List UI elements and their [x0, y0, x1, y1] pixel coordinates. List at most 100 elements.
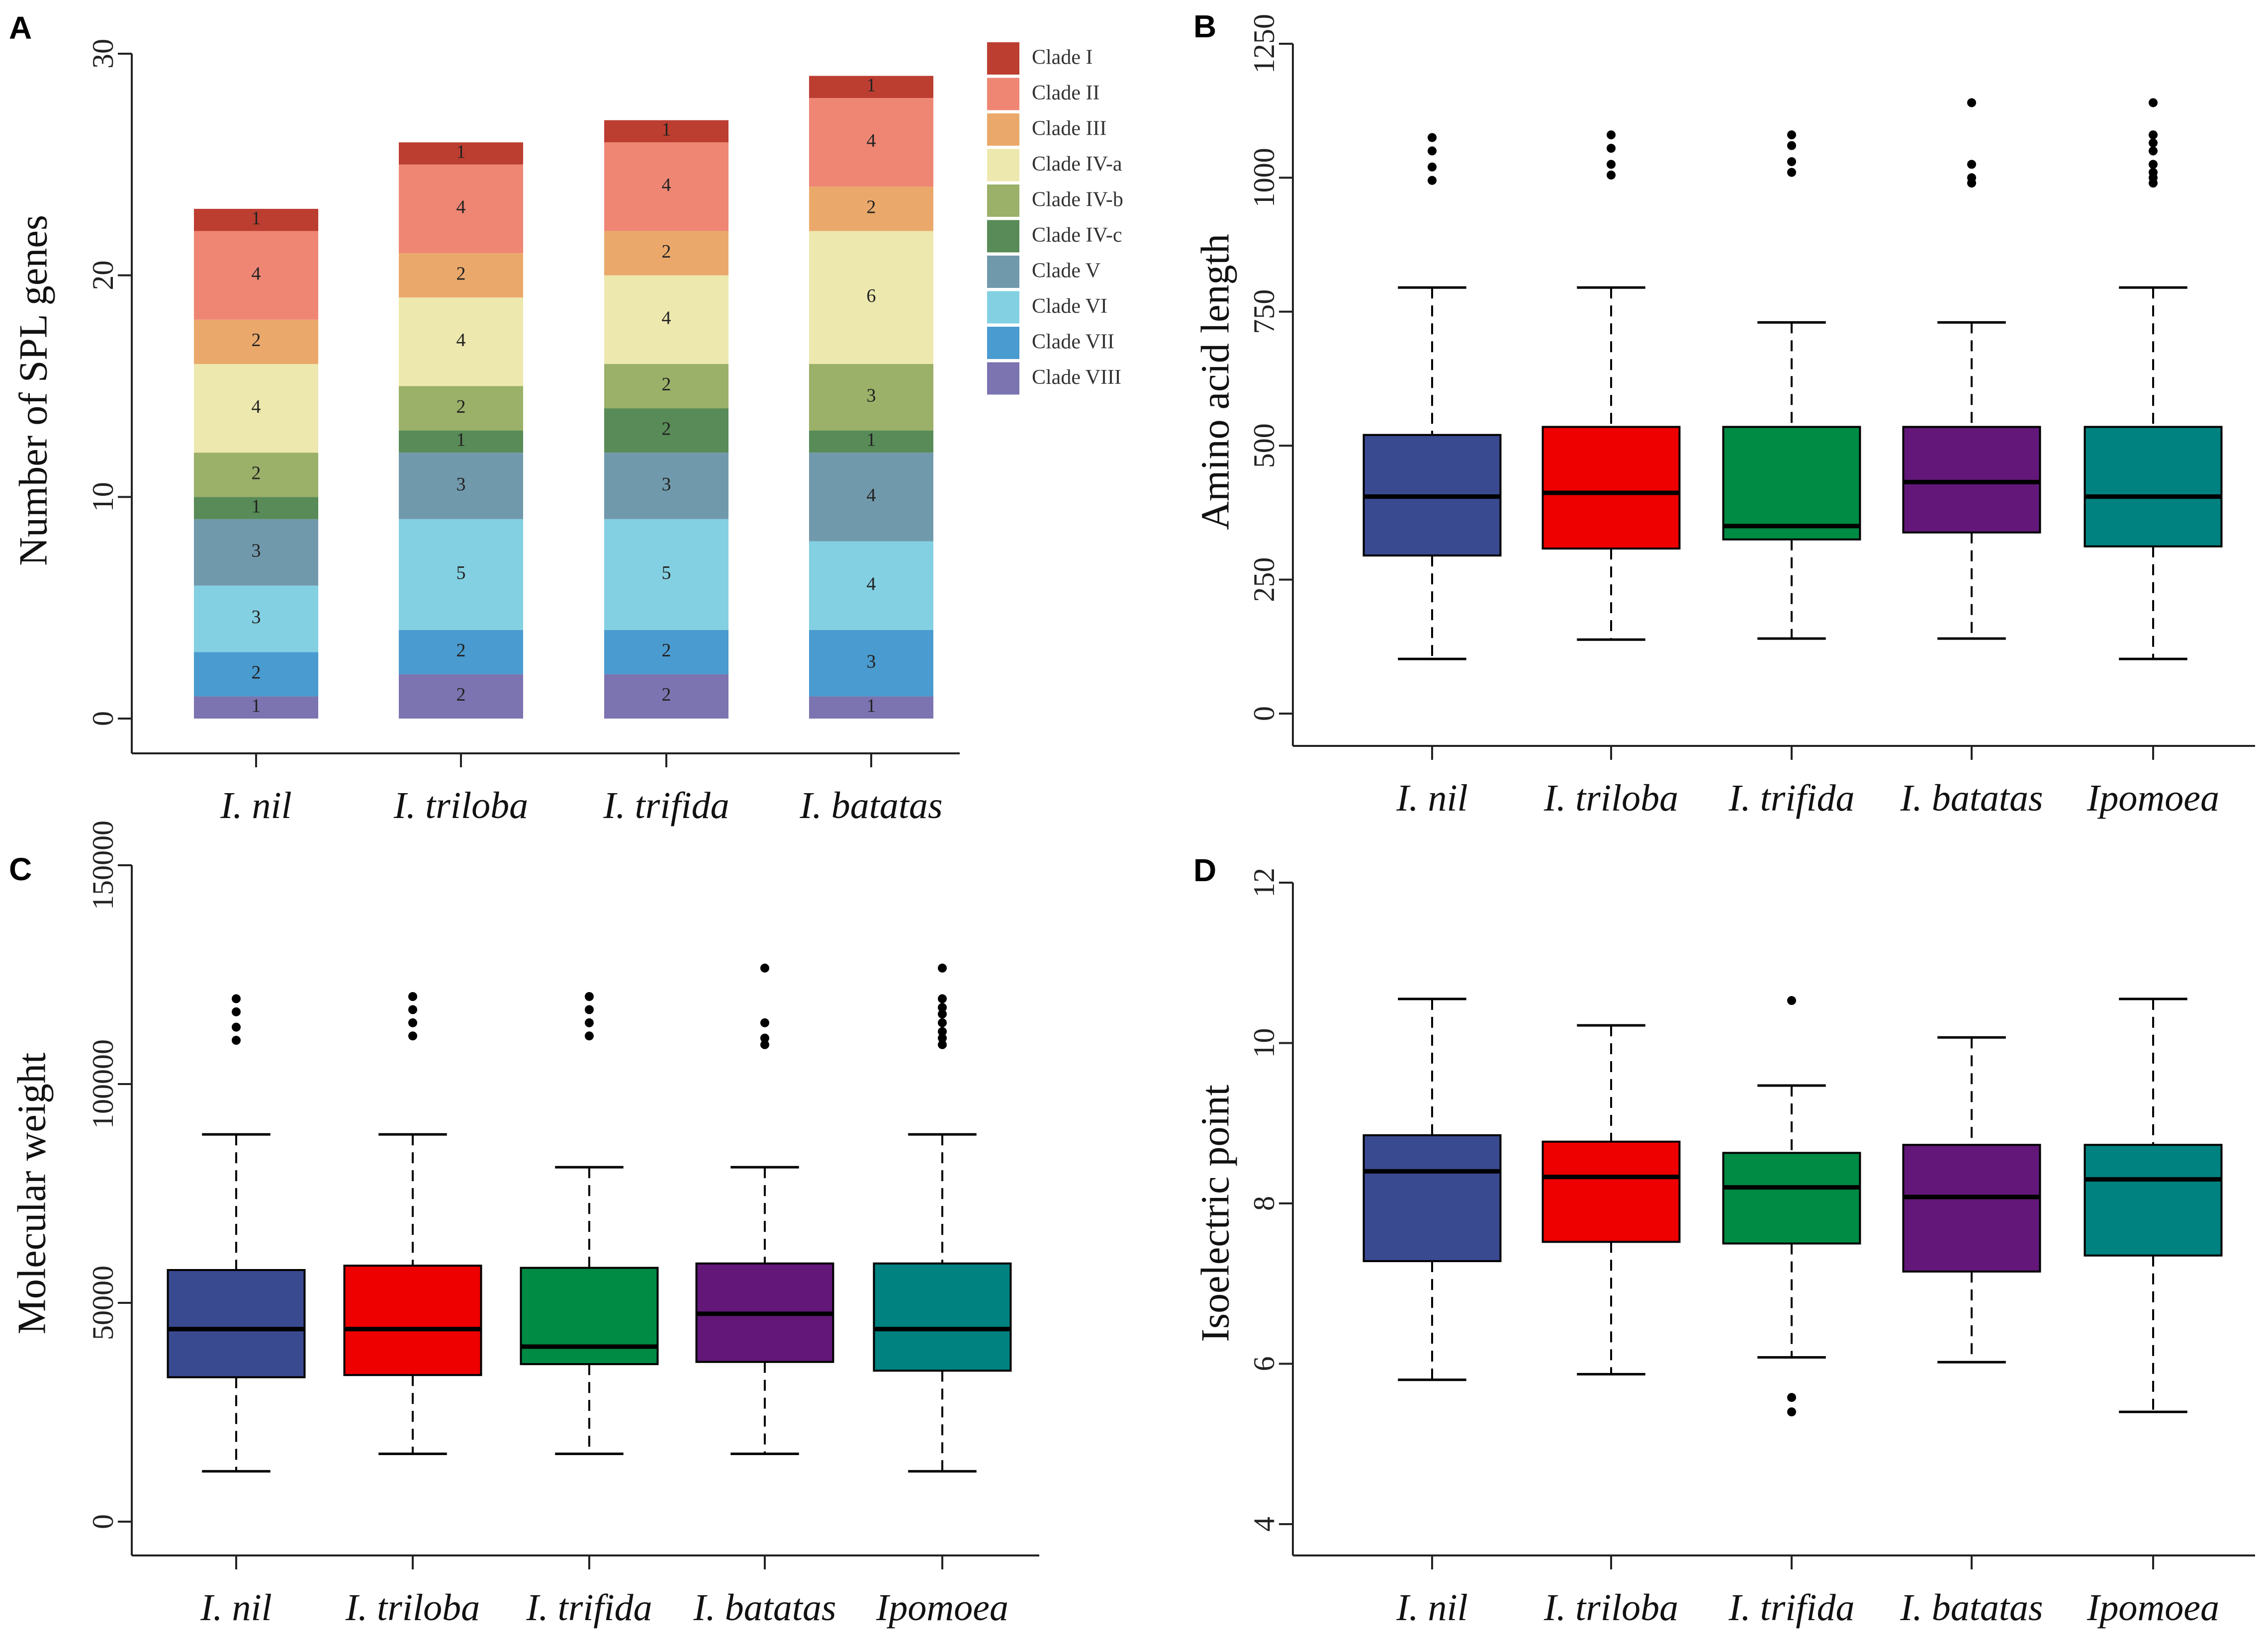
bar-segment-label: 3 — [252, 607, 261, 628]
panel-letter-d: D — [1193, 852, 1216, 888]
legend-label: Clade III — [1032, 117, 1106, 140]
x-tick-label-c: I. nil — [200, 1587, 272, 1629]
outlier-point — [408, 992, 417, 1001]
legend-swatch — [987, 42, 1019, 75]
bar-segment — [809, 696, 933, 719]
legend-swatch — [987, 220, 1019, 253]
bar-segment-label: 3 — [456, 474, 466, 495]
bar-segment-label: 4 — [662, 175, 671, 195]
legend-label: Clade V — [1032, 260, 1100, 282]
bar-segment-label: 2 — [456, 263, 466, 284]
x-tick-label-c: Ipomoea — [876, 1587, 1008, 1629]
bar-segment — [604, 364, 728, 409]
y-tick-label-a: 20 — [87, 261, 119, 290]
outlier-point — [1787, 157, 1796, 167]
outlier-point — [585, 1005, 594, 1014]
bar-segment-label: 2 — [252, 462, 261, 483]
bar-segment — [399, 630, 523, 674]
legend-label: Clade IV-a — [1032, 153, 1122, 176]
outlier-point — [1607, 171, 1616, 180]
outlier-point — [1787, 1393, 1796, 1402]
outlier-point — [1967, 173, 1976, 182]
y-axis-title-d: Isoelectric point — [1193, 1085, 1237, 1342]
bar-segment — [604, 231, 728, 275]
outlier-point — [408, 1005, 417, 1014]
box — [520, 1267, 659, 1366]
outlier-point — [408, 1031, 417, 1041]
y-tick-label-c: 100000 — [87, 1039, 119, 1129]
legend-label: Clade IV-b — [1032, 188, 1123, 211]
x-tick-label-c: I. triloba — [345, 1587, 480, 1629]
y-tick-label-a: 10 — [87, 482, 119, 512]
bar-segment-label: 4 — [867, 130, 876, 151]
legend-label: Clade I — [1032, 46, 1092, 69]
bar-segment — [399, 386, 523, 431]
outlier-point — [1607, 160, 1616, 169]
y-tick-label-c: 150000 — [87, 820, 119, 910]
bar-segment — [399, 253, 523, 298]
bar-segment — [809, 98, 933, 187]
bar-segment — [604, 453, 728, 519]
y-tick-label-d: 6 — [1248, 1357, 1280, 1371]
bar-segment — [809, 430, 933, 453]
outlier-point — [408, 1018, 417, 1027]
outlier-point — [938, 1040, 947, 1049]
bar-segment-label: 2 — [252, 330, 261, 351]
y-tick-label-d: 12 — [1248, 868, 1280, 898]
outlier-point — [1428, 146, 1437, 156]
bar-segment-label: 3 — [252, 540, 261, 561]
bar-segment-label: 2 — [456, 396, 466, 417]
legend-swatch — [987, 184, 1019, 217]
outlier-point — [2149, 168, 2158, 177]
outlier-point — [938, 1033, 947, 1043]
legend-swatch — [987, 256, 1019, 288]
outlier-point — [938, 1027, 947, 1036]
outlier-point — [1967, 98, 1976, 107]
legend-swatch — [987, 327, 1019, 359]
y-tick-label-a: 30 — [87, 39, 119, 69]
bar-segment-label: 2 — [662, 374, 671, 395]
bar-segment — [809, 453, 933, 542]
y-tick-label-d: 8 — [1248, 1196, 1280, 1211]
outlier-point — [1787, 996, 1796, 1005]
x-tick-label-a: I. batatas — [799, 785, 942, 826]
legend-swatch — [987, 78, 1019, 110]
outlier-point — [938, 963, 947, 973]
x-tick-label-b: I. nil — [1396, 777, 1468, 819]
bar-segment-label: 3 — [867, 651, 876, 672]
bar-segment — [194, 319, 318, 364]
outlier-point — [938, 1003, 947, 1012]
bar-segment — [604, 142, 728, 231]
bar-segment — [194, 519, 318, 586]
outlier-point — [1787, 1407, 1796, 1417]
box — [2084, 426, 2223, 547]
outlier-point — [1607, 130, 1616, 140]
outlier-point — [2149, 130, 2158, 140]
legend-swatch — [987, 149, 1019, 182]
legend-label: Clade VIII — [1032, 366, 1121, 389]
y-tick-label-d: 4 — [1248, 1517, 1280, 1532]
bar-segment — [399, 453, 523, 519]
bar-segment — [399, 164, 523, 254]
bar-segment — [809, 231, 933, 364]
bar-segment-label: 1 — [252, 496, 261, 517]
y-tick-label-b: 750 — [1248, 289, 1280, 334]
outlier-point — [1787, 130, 1796, 140]
x-tick-label-d: I. trifida — [1728, 1587, 1854, 1629]
outlier-point — [585, 992, 594, 1001]
outlier-point — [585, 1018, 594, 1027]
box — [343, 1265, 482, 1376]
bar-segment-label: 1 — [252, 695, 261, 716]
box — [2084, 1144, 2223, 1257]
bar-segment — [194, 208, 318, 231]
outlier-point — [2149, 160, 2158, 169]
bar-segment — [399, 297, 523, 386]
y-tick-label-b: 1250 — [1248, 14, 1280, 74]
bar-segment — [809, 186, 933, 231]
bar-segment — [194, 585, 318, 652]
y-tick-label-b: 1000 — [1248, 148, 1280, 207]
bar-segment-label: 6 — [867, 285, 876, 306]
outlier-point — [938, 994, 947, 1003]
y-tick-label-c: 50000 — [87, 1266, 119, 1340]
